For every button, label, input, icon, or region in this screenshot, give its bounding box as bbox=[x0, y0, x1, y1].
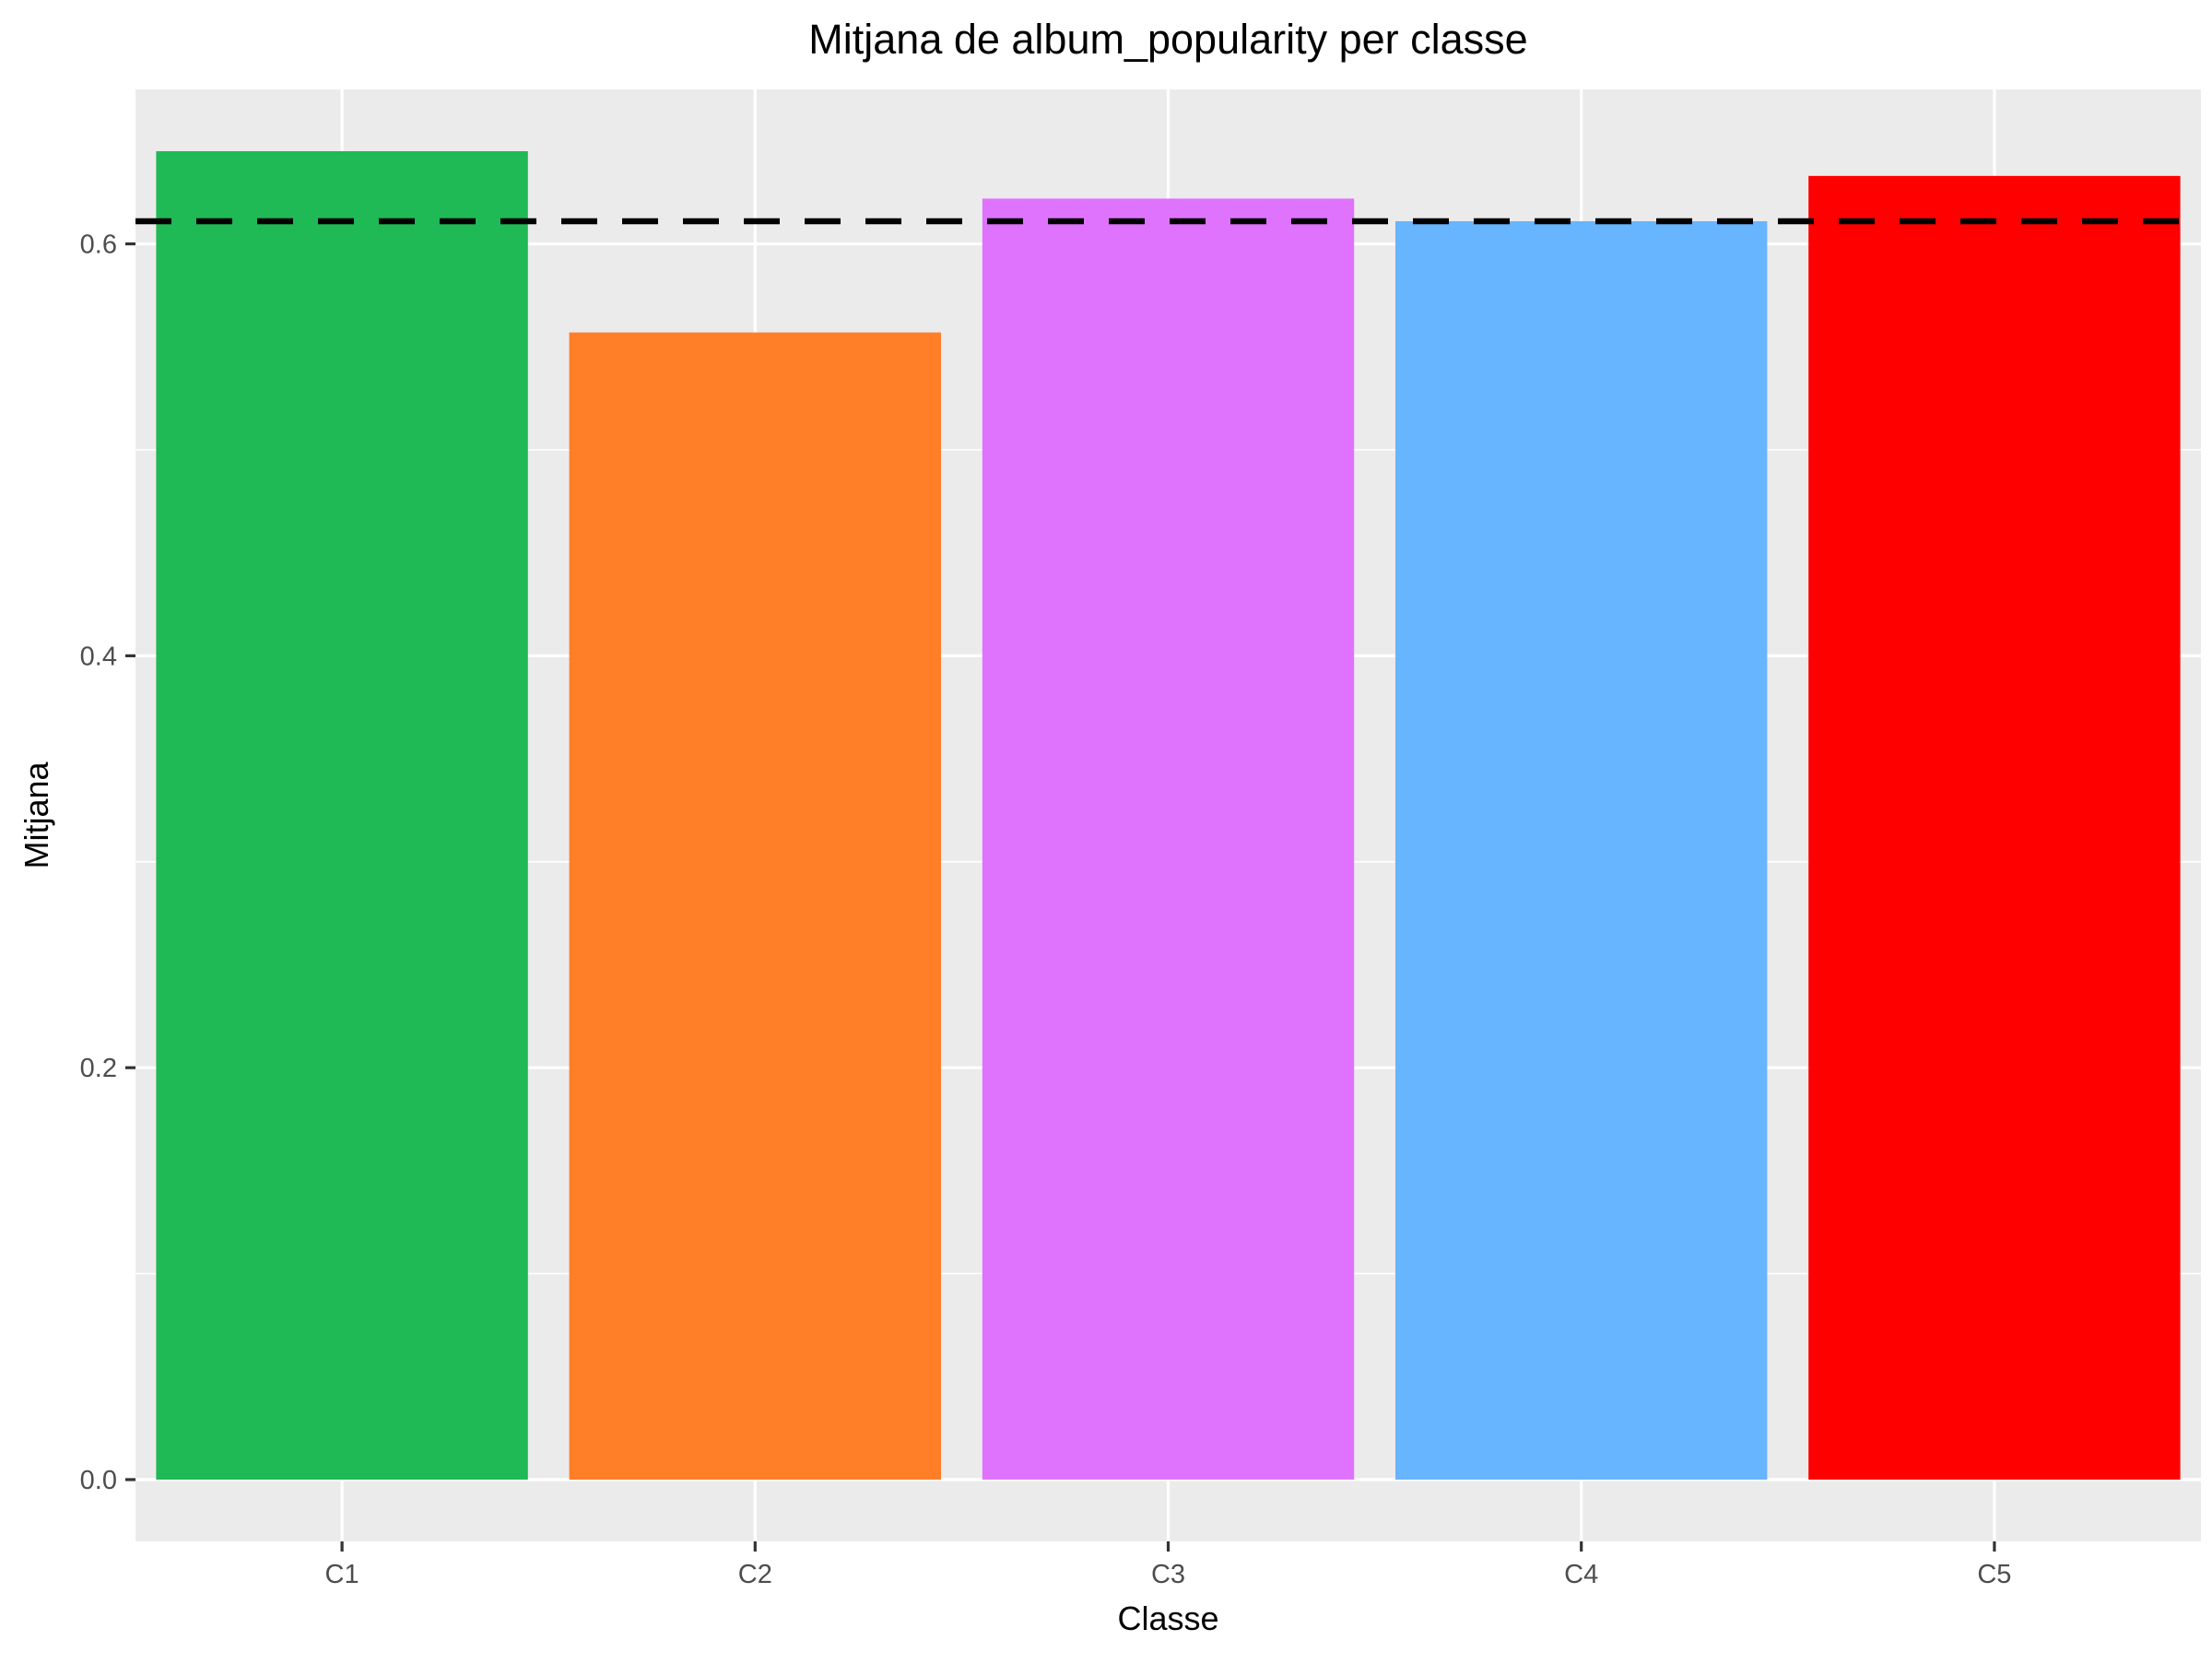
bar-c3 bbox=[982, 198, 1355, 1480]
x-tick-label: C1 bbox=[325, 1560, 359, 1589]
x-tick-label: C2 bbox=[738, 1560, 772, 1589]
chart-title: Mitjana de album_popularity per classe bbox=[808, 16, 1527, 63]
y-tick-label: 0.4 bbox=[80, 642, 117, 671]
x-tick-label: C5 bbox=[1977, 1560, 2011, 1589]
bar-c1 bbox=[156, 151, 528, 1480]
x-tick-label: C4 bbox=[1564, 1560, 1598, 1589]
y-axis-label: Mitjana bbox=[18, 761, 55, 869]
bars bbox=[156, 151, 2181, 1480]
y-tick-label: 0.2 bbox=[80, 1054, 117, 1083]
x-axis-label: Classe bbox=[1117, 1599, 1218, 1637]
y-tick-label: 0.0 bbox=[80, 1466, 117, 1495]
axes: 0.0 0.2 0.4 0.6 C1 C2 C3 C4 C5 bbox=[80, 230, 2012, 1589]
x-tick-label: C3 bbox=[1151, 1560, 1185, 1589]
y-tick-label: 0.6 bbox=[80, 230, 117, 260]
bar-c2 bbox=[569, 332, 941, 1480]
bar-c4 bbox=[1395, 220, 1768, 1480]
bar-c5 bbox=[1808, 175, 2181, 1480]
